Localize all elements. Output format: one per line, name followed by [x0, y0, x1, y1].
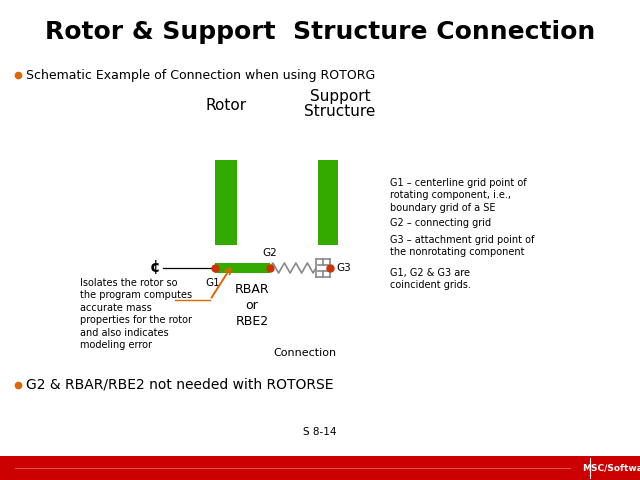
Text: RBAR
or
RBE2: RBAR or RBE2	[235, 283, 269, 328]
Text: G2 – connecting grid: G2 – connecting grid	[390, 218, 491, 228]
Text: MSC∕Software: MSC∕Software	[582, 464, 640, 472]
Text: Rotor & Support  Structure Connection: Rotor & Support Structure Connection	[45, 20, 595, 44]
Bar	[0, 456, 640, 480]
Bar	[215, 160, 237, 245]
Text: G1, G2 & G3 are
coincident grids.: G1, G2 & G3 are coincident grids.	[390, 268, 471, 290]
Text: G1 – centerline grid point of
rotating component, i.e.,
boundary grid of a SE: G1 – centerline grid point of rotating c…	[390, 178, 527, 213]
Text: ¢: ¢	[150, 261, 160, 276]
Text: G1: G1	[205, 278, 220, 288]
Text: G2 & RBAR/RBE2 not needed with ROTORSE: G2 & RBAR/RBE2 not needed with ROTORSE	[26, 378, 333, 392]
Text: Connection: Connection	[273, 348, 337, 358]
Text: G3 – attachment grid point of
the nonrotating component: G3 – attachment grid point of the nonrot…	[390, 235, 534, 257]
Text: S 8-14: S 8-14	[303, 427, 337, 437]
Bar	[318, 160, 338, 245]
Text: G2: G2	[262, 248, 277, 258]
Text: Rotor: Rotor	[205, 97, 246, 112]
Bar	[215, 263, 270, 273]
Text: Structure: Structure	[304, 105, 376, 120]
Text: Isolates the rotor so
the program computes
accurate mass
properties for the roto: Isolates the rotor so the program comput…	[80, 278, 192, 350]
Text: G3: G3	[336, 263, 351, 273]
Text: Schematic Example of Connection when using ROTORG: Schematic Example of Connection when usi…	[26, 69, 375, 82]
Text: Support: Support	[310, 89, 371, 105]
